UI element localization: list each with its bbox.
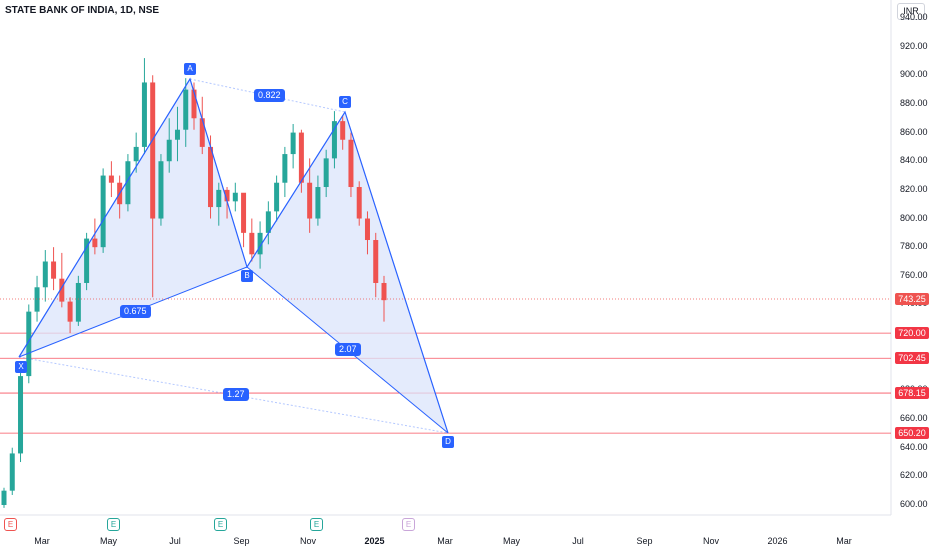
candle bbox=[92, 218, 98, 255]
candle bbox=[331, 111, 337, 169]
pattern-point-c[interactable]: C bbox=[339, 96, 351, 108]
candle bbox=[257, 221, 263, 269]
candle bbox=[274, 175, 280, 222]
candle bbox=[340, 115, 346, 150]
time-tick-label: May bbox=[99, 536, 118, 546]
candle bbox=[42, 250, 48, 302]
time-tick-label: May bbox=[502, 536, 521, 546]
pattern-point-a[interactable]: A bbox=[184, 63, 196, 75]
candle bbox=[199, 96, 205, 155]
candle bbox=[158, 154, 164, 226]
candle bbox=[323, 149, 329, 198]
time-tick-label: Nov bbox=[702, 536, 720, 546]
ratio-label-xad: 1.27 bbox=[223, 388, 249, 401]
ratio-label-abc: 0.822 bbox=[254, 89, 285, 102]
dividend-event-icon[interactable]: E bbox=[4, 518, 17, 531]
level-label-650: 650.20 bbox=[895, 427, 929, 439]
candle bbox=[356, 181, 362, 226]
candle bbox=[166, 118, 172, 173]
candle bbox=[125, 154, 131, 212]
candle bbox=[75, 275, 81, 326]
price-tick-label: 760.00 bbox=[900, 269, 928, 280]
time-tick-label: 2026 bbox=[767, 536, 788, 546]
price-tick-label: 900.00 bbox=[900, 69, 928, 80]
candle bbox=[18, 361, 24, 463]
price-tick-label: 880.00 bbox=[900, 97, 928, 108]
candle bbox=[307, 158, 313, 233]
time-tick-label: Mar bbox=[437, 536, 453, 546]
candle bbox=[249, 218, 255, 262]
candle bbox=[26, 304, 32, 384]
chart-title: STATE BANK OF INDIA, 1D, NSE bbox=[5, 5, 160, 16]
candle bbox=[364, 211, 370, 255]
price-tick-label: 820.00 bbox=[900, 183, 928, 194]
pattern-fill-bcd bbox=[247, 112, 448, 433]
candle bbox=[348, 132, 354, 198]
price-tick-label: 920.00 bbox=[900, 40, 928, 51]
candle bbox=[241, 192, 247, 248]
earnings-event-icon[interactable]: E bbox=[214, 518, 227, 531]
candle bbox=[100, 168, 106, 253]
pattern-line-ac bbox=[189, 78, 346, 113]
candle bbox=[150, 75, 156, 298]
pattern-point-d[interactable]: D bbox=[442, 436, 454, 448]
price-tick-label: 860.00 bbox=[900, 126, 928, 137]
candle bbox=[373, 232, 379, 298]
candle bbox=[183, 78, 189, 147]
price-tick-label: 600.00 bbox=[900, 499, 928, 509]
time-tick-label: Mar bbox=[34, 536, 50, 546]
last-price-label: 743.25 bbox=[895, 293, 929, 305]
price-tick-label: 840.00 bbox=[900, 155, 928, 166]
pattern-point-b[interactable]: B bbox=[241, 270, 253, 282]
earnings-event-icon[interactable]: E bbox=[107, 518, 120, 531]
candle bbox=[174, 106, 180, 162]
candle bbox=[141, 58, 147, 155]
time-tick-label: Jul bbox=[169, 536, 181, 546]
price-tick-label: 620.00 bbox=[900, 470, 928, 481]
horizontal-lines bbox=[0, 332, 891, 434]
earnings-event-icon[interactable]: E bbox=[310, 518, 323, 531]
candle bbox=[290, 123, 296, 169]
candle bbox=[315, 175, 321, 226]
currency-button[interactable]: INR bbox=[897, 3, 925, 20]
price-tick-label: 640.00 bbox=[900, 441, 928, 452]
price-tick-label: 800.00 bbox=[900, 212, 928, 223]
candle bbox=[51, 247, 57, 291]
time-tick-label: Jul bbox=[572, 536, 584, 546]
time-tick-label: Sep bbox=[233, 536, 250, 546]
candle bbox=[298, 129, 304, 193]
candle bbox=[84, 232, 90, 291]
time-tick-label: 2025 bbox=[364, 536, 385, 546]
time-tick-label: Nov bbox=[299, 536, 317, 546]
candle bbox=[59, 252, 65, 308]
time-tick-label: Sep bbox=[636, 536, 653, 546]
candle bbox=[67, 297, 73, 334]
candle bbox=[1, 487, 7, 508]
candle bbox=[232, 182, 238, 212]
candle bbox=[108, 161, 114, 198]
price-tick-label: 780.00 bbox=[900, 241, 928, 252]
candle bbox=[216, 182, 222, 226]
candle bbox=[265, 201, 271, 245]
level-label-702: 702.45 bbox=[895, 352, 929, 364]
ratio-label-xab: 0.675 bbox=[120, 305, 151, 318]
candle bbox=[282, 146, 288, 198]
pattern-point-x[interactable]: X bbox=[15, 361, 27, 373]
time-tick-label: Mar bbox=[836, 536, 852, 546]
earnings-event-icon[interactable]: E bbox=[402, 518, 415, 531]
price-tick-label: 660.00 bbox=[900, 413, 928, 424]
candle bbox=[208, 135, 214, 219]
level-label-720: 720.00 bbox=[895, 327, 929, 339]
ratio-label-bcd: 2.07 bbox=[335, 343, 361, 356]
level-label-678: 678.15 bbox=[895, 387, 929, 399]
price-tick-label: 940.00 bbox=[900, 12, 928, 22]
candle bbox=[9, 447, 15, 495]
candle bbox=[34, 275, 40, 322]
candles bbox=[1, 58, 387, 508]
